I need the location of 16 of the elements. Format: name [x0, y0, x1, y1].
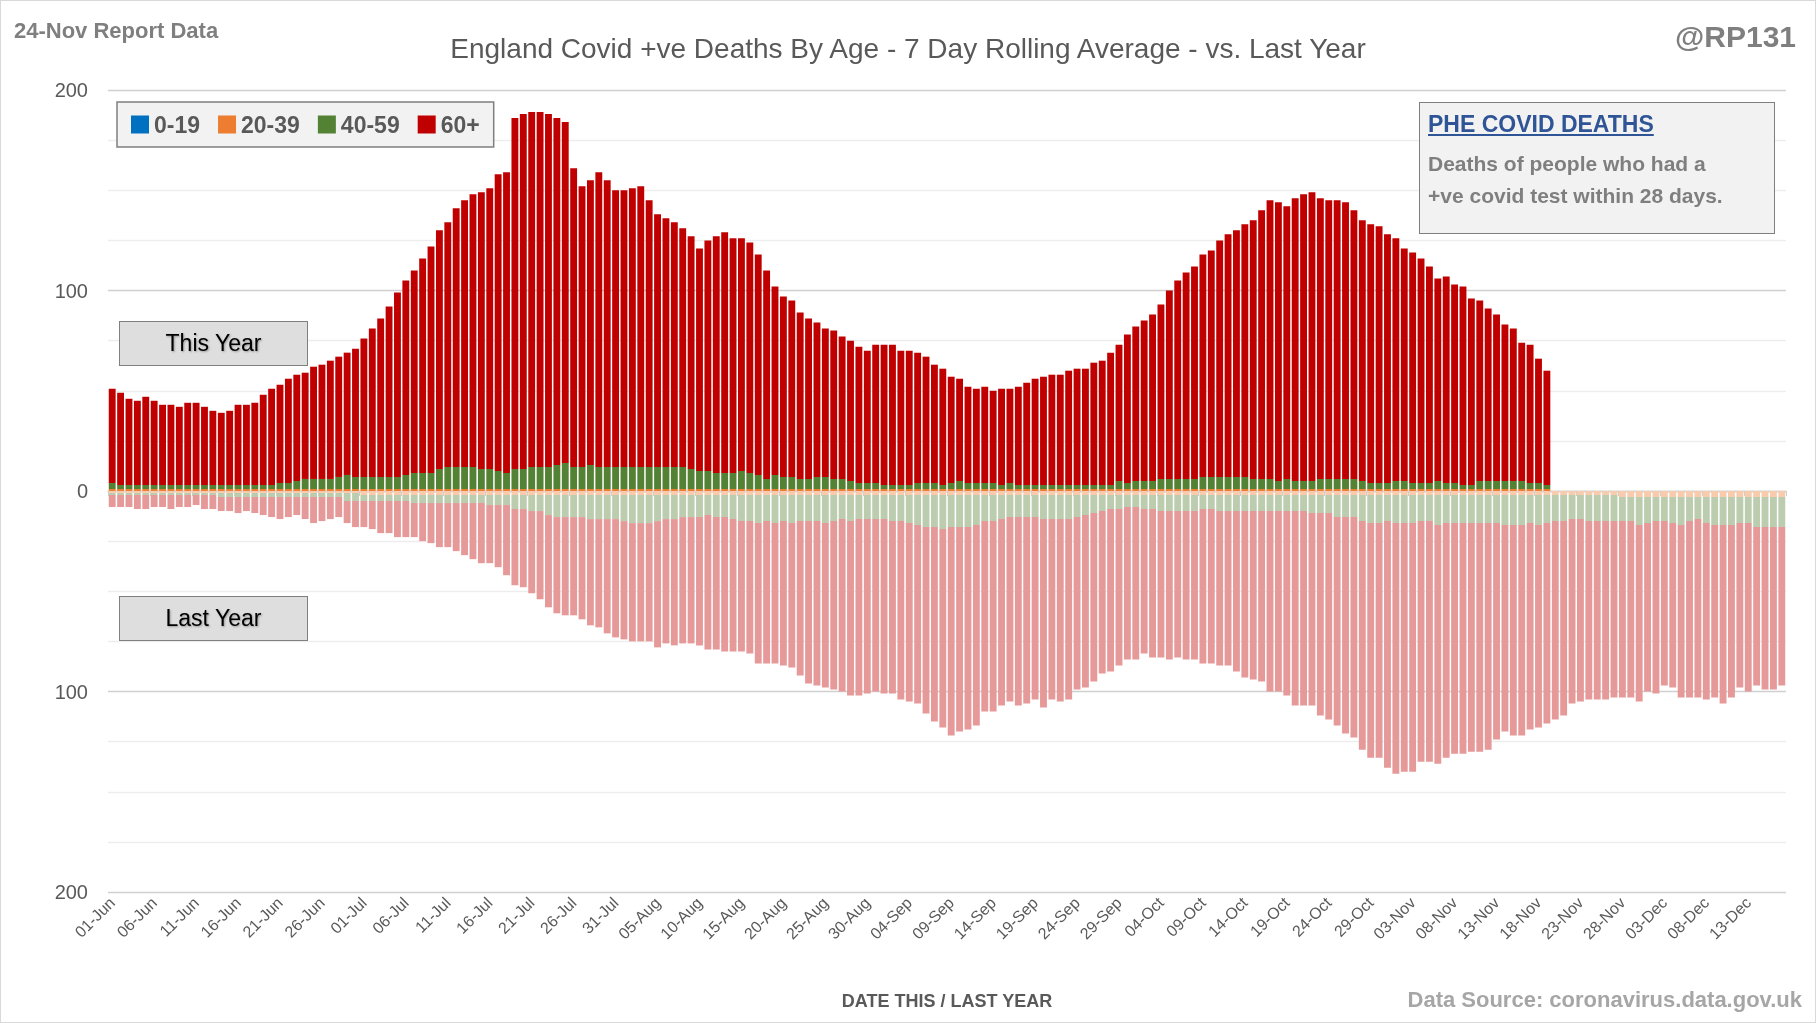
legend-label: 60+ — [440, 111, 480, 138]
text: @RP131 — [1675, 20, 1796, 54]
text: 24-Nov Report Data — [14, 18, 219, 44]
y-tick-label: 200 — [54, 881, 88, 903]
chart-title: England Covid +ve Deaths By Age - 7 Day Rolling Average - vs. Last Year — [450, 32, 1366, 64]
legend-label: 0-19 — [154, 111, 201, 138]
source-note: Data Source: coronavirus.data.gov.uk — [1407, 987, 1802, 1013]
legend-label: 20-39 — [241, 111, 300, 138]
annotation: Deaths of people who had a +ve covid test within 28 days. — [1428, 151, 1724, 209]
y-tick-label: 100 — [54, 680, 88, 703]
y-tick-label: 200 — [54, 79, 88, 101]
y-tick-label: 100 — [54, 279, 88, 302]
x-axis-title: DATE THIS / LAST YEAR — [841, 991, 1053, 1011]
legend-label: 40-59 — [340, 111, 400, 138]
annotation: PHE COVID DEATHS — [1428, 111, 1655, 138]
y-tick-label: 0 — [76, 480, 88, 502]
